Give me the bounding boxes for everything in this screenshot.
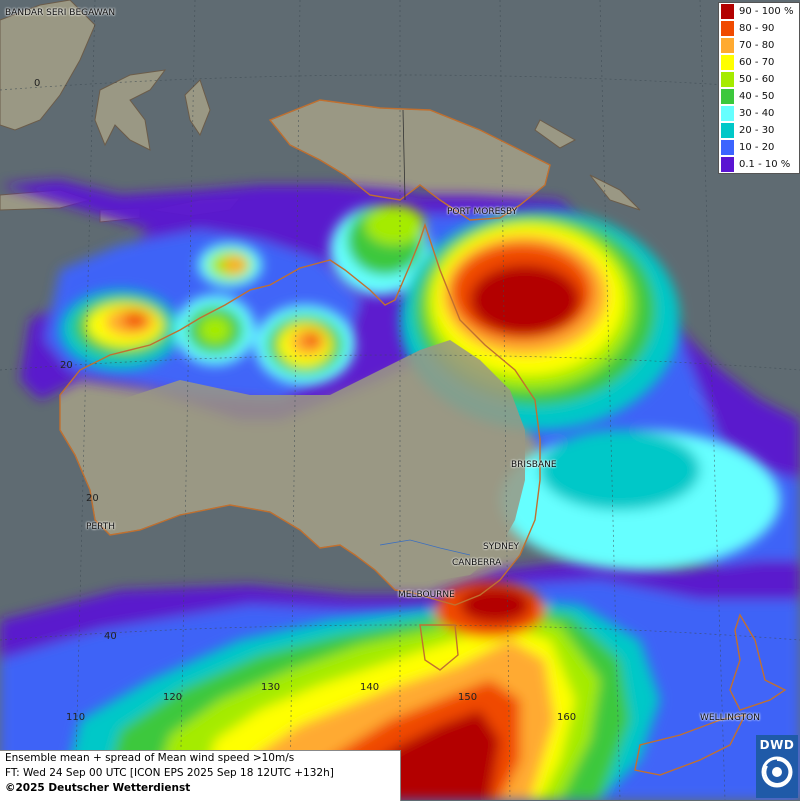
land-overlay <box>85 340 525 580</box>
probability-legend: 90 - 100 % 80 - 90 70 - 80 60 - 70 50 - 60 40… <box>718 2 800 174</box>
legend-label: 10 - 20 <box>739 142 775 153</box>
legend-label: 60 - 70 <box>739 57 775 68</box>
lon-label-150: 150 <box>458 692 478 703</box>
legend-label: 40 - 50 <box>739 91 775 102</box>
land-sulawesi <box>94 69 167 151</box>
legend-swatch <box>721 89 734 104</box>
land-bismarck <box>534 119 577 149</box>
lat-label-40: 40 <box>104 631 117 642</box>
city-sydney: SYDNEY <box>483 542 520 552</box>
legend-swatch <box>721 123 734 138</box>
land-solomon <box>589 174 641 211</box>
legend-row: 30 - 40 <box>719 105 799 122</box>
legend-row: 40 - 50 <box>719 88 799 105</box>
legend-row: 0.1 - 10 % <box>719 156 799 173</box>
lon-label-110: 110 <box>66 712 86 723</box>
product-description: Ensemble mean + spread of Mean wind spee… <box>5 752 295 764</box>
info-box: Ensemble mean + spread of Mean wind spee… <box>0 750 401 801</box>
legend-row: 50 - 60 <box>719 71 799 88</box>
city-wellington: WELLINGTON <box>700 713 760 723</box>
coastline-layer <box>59 99 787 776</box>
lon-label-120: 120 <box>163 692 183 703</box>
legend-swatch <box>721 72 734 87</box>
copyright-text: ©2025 Deutscher Wetterdienst <box>5 782 191 794</box>
dwd-logo: DWD <box>756 735 798 798</box>
legend-label: 80 - 90 <box>739 23 775 34</box>
city-perth: PERTH <box>86 522 115 532</box>
lat-label-0: 0 <box>34 78 41 89</box>
png-border <box>402 109 406 201</box>
city-canberra: CANBERRA <box>452 558 502 568</box>
legend-row: 70 - 80 <box>719 37 799 54</box>
legend-swatch <box>721 38 734 53</box>
legend-swatch <box>721 157 734 172</box>
land-moluccas <box>184 79 211 137</box>
legend-swatch <box>721 4 734 19</box>
lat-label-20: 20 <box>86 493 99 504</box>
legend-row: 20 - 30 <box>719 122 799 139</box>
legend-label: 30 - 40 <box>739 108 775 119</box>
city-bandar-seri-begawan: BANDAR SERI BEGAWAN <box>5 8 116 18</box>
lon-label-160: 160 <box>557 712 577 723</box>
legend-row: 10 - 20 <box>719 139 799 156</box>
city-melbourne: MELBOURNE <box>398 590 455 600</box>
legend-swatch <box>721 21 734 36</box>
forecast-time: FT: Wed 24 Sep 00 UTC [ICON EPS 2025 Sep… <box>5 767 334 779</box>
dwd-logo-text: DWD <box>759 738 795 752</box>
land-borneo <box>0 0 96 131</box>
legend-label: 20 - 30 <box>739 125 775 136</box>
legend-label: 0.1 - 10 % <box>739 159 791 170</box>
legend-label: 50 - 60 <box>739 74 775 85</box>
city-port-moresby: PORT MORESBY <box>447 207 518 217</box>
legend-label: 70 - 80 <box>739 40 775 51</box>
lon-label-130: 130 <box>261 682 281 693</box>
city-brisbane: BRISBANE <box>511 460 557 470</box>
legend-label: 90 - 100 % <box>739 6 794 17</box>
swirl-icon <box>761 756 793 788</box>
legend-swatch <box>721 55 734 70</box>
legend-swatch <box>721 140 734 155</box>
legend-row: 90 - 100 % <box>719 3 799 20</box>
legend-row: 80 - 90 <box>719 20 799 37</box>
legend-swatch <box>721 106 734 121</box>
murray-river <box>379 539 471 556</box>
lat-label-20-east: 20 <box>60 360 73 371</box>
legend-row: 60 - 70 <box>719 54 799 71</box>
lon-label-140: 140 <box>360 682 380 693</box>
